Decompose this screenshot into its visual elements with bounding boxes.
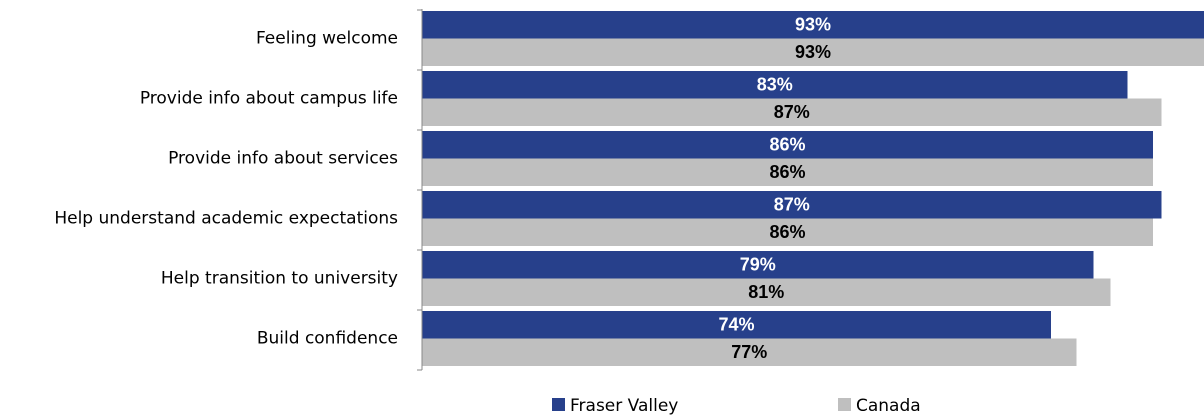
bar — [422, 338, 1077, 366]
value-label: 83% — [757, 75, 793, 95]
value-label: 87% — [774, 102, 810, 122]
category-label: Provide info about campus life — [140, 89, 398, 109]
value-label: 87% — [774, 195, 810, 215]
value-label: 86% — [769, 135, 805, 155]
category-label: Build confidence — [257, 329, 398, 349]
value-label: 93% — [795, 15, 831, 35]
bar — [422, 11, 1204, 39]
legend-label: Canada — [856, 396, 921, 416]
category-label: Feeling welcome — [256, 29, 398, 49]
bar — [422, 158, 1153, 186]
legend-swatch — [838, 398, 851, 411]
value-label: 81% — [748, 282, 784, 302]
bar — [422, 38, 1204, 66]
bar — [422, 251, 1094, 279]
legend-swatch — [552, 398, 565, 411]
category-label: Provide info about services — [168, 149, 398, 169]
category-label: Help understand academic expectations — [54, 209, 398, 229]
value-label: 86% — [769, 162, 805, 182]
bar — [422, 191, 1162, 219]
bar — [422, 311, 1051, 339]
value-label: 93% — [795, 42, 831, 62]
bar — [422, 98, 1162, 126]
category-label: Help transition to university — [161, 269, 398, 289]
bar — [422, 218, 1153, 246]
legend-label: Fraser Valley — [570, 396, 678, 416]
value-label: 74% — [718, 315, 754, 335]
bar — [422, 278, 1111, 306]
value-label: 79% — [740, 255, 776, 275]
value-label: 86% — [769, 222, 805, 242]
bar — [422, 71, 1128, 99]
value-label: 77% — [731, 342, 767, 362]
bar — [422, 131, 1153, 159]
